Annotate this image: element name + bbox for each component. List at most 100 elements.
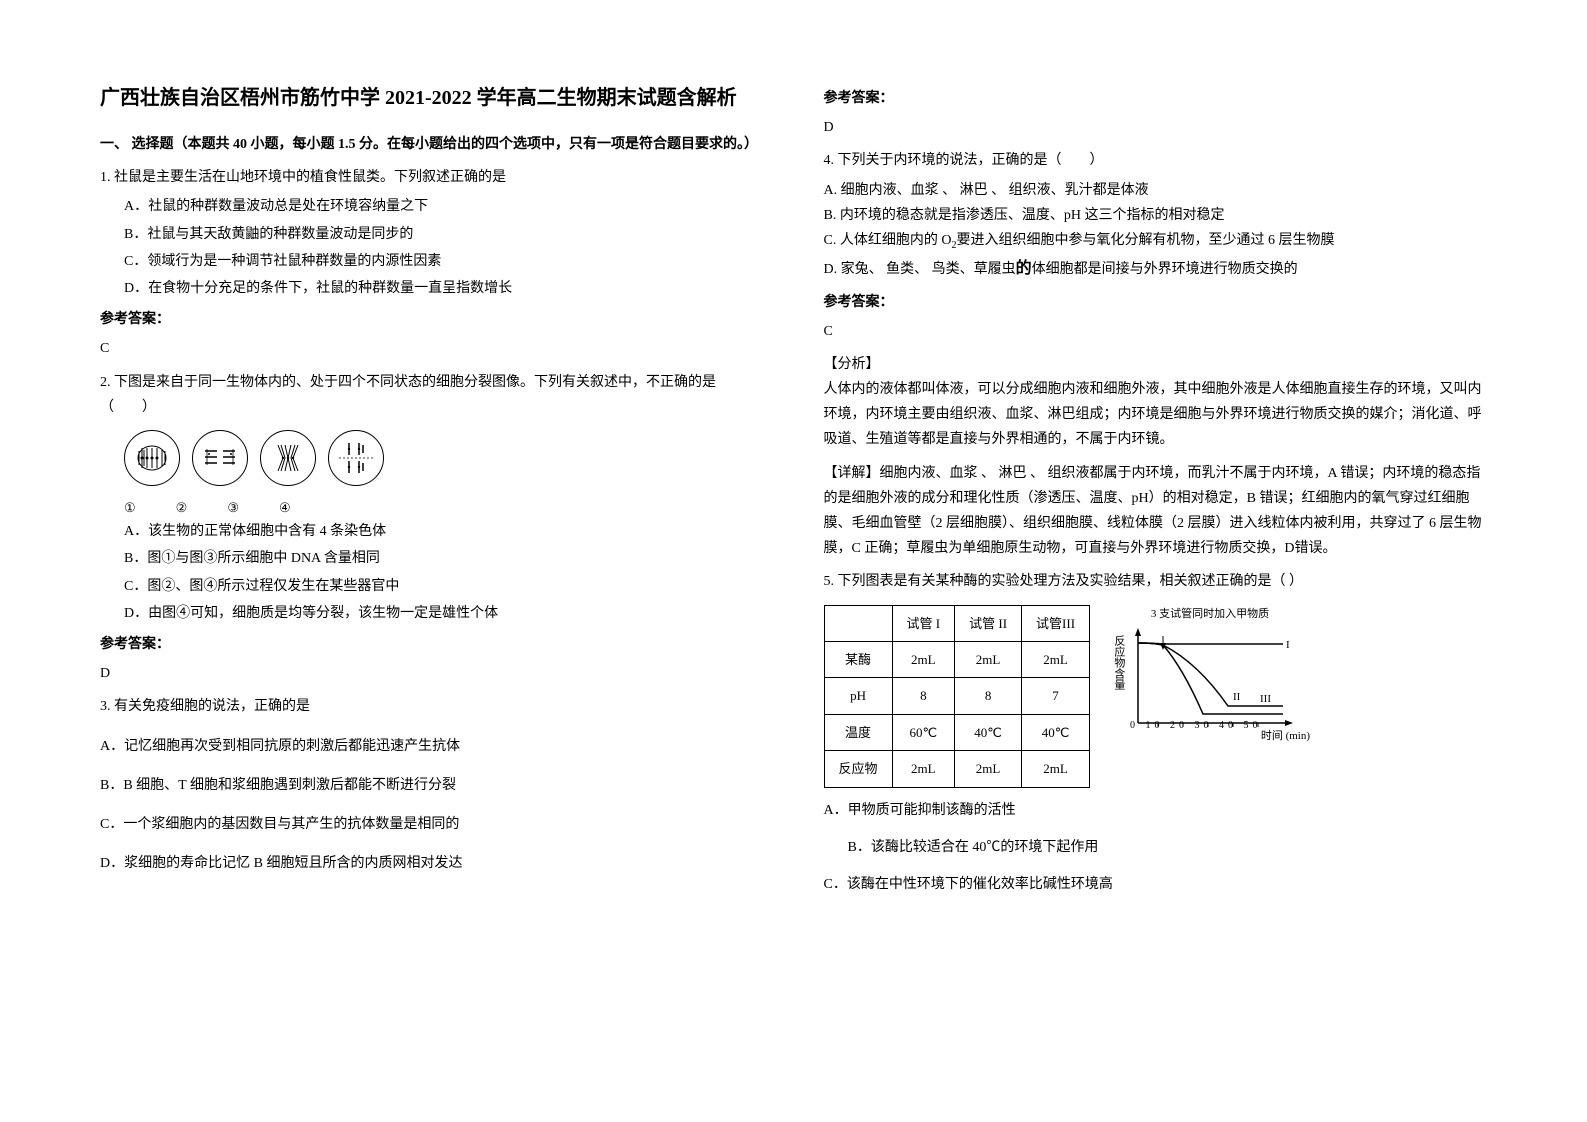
cell-label-2: ② <box>176 496 188 519</box>
table-row: 试管 I 试管 II 试管III <box>824 605 1090 641</box>
q2-option-a: A．该生物的正常体细胞中含有 4 条染色体 <box>124 519 764 544</box>
chart-title: 3 支试管同时加入甲物质 <box>1110 605 1310 625</box>
cell-labels-row: ① ② ③ ④ <box>124 496 764 519</box>
th-tube1: 试管 I <box>892 605 955 641</box>
r4c2: 2mL <box>955 751 1022 787</box>
cell-2-wrap <box>192 430 248 486</box>
q1-option-a: A．社鼠的种群数量波动总是处在环境容纳量之下 <box>124 194 764 219</box>
cell-2 <box>192 430 248 486</box>
r3c2: 40℃ <box>955 714 1022 750</box>
r4c1: 2mL <box>892 751 955 787</box>
q3-option-b: B．B 细胞、T 细胞和浆细胞遇到刺激后都能不断进行分裂 <box>100 773 764 798</box>
cell-label-3: ③ <box>227 496 239 519</box>
cell-division-diagram <box>124 430 764 486</box>
svg-text:III: III <box>1260 693 1271 705</box>
q4-c-post: 要进入组织细胞中参与氧化分解有机物，至少通过 6 层生物膜 <box>956 233 1334 248</box>
r2c3: 7 <box>1022 678 1090 714</box>
q1-option-d: D．在食物十分充足的条件下，社鼠的种群数量一直呈指数增长 <box>124 276 764 301</box>
q4-analysis-1: 人体内的液体都叫体液，可以分成细胞内液和细胞外液，其中细胞外液是人体细胞直接生存… <box>824 377 1488 453</box>
th-tube3: 试管III <box>1022 605 1090 641</box>
table-row: pH 8 8 7 <box>824 678 1090 714</box>
q4-analysis-label: 【分析】 <box>824 352 1488 377</box>
q5-option-b: B．该酶比较适合在 40℃的环境下起作用 <box>848 835 1488 860</box>
cell-1 <box>124 430 180 486</box>
cell-4 <box>328 430 384 486</box>
enzyme-chart: 3 支试管同时加入甲物质 反应物含量 <box>1110 605 1310 745</box>
table-row: 反应物 2mL 2mL 2mL <box>824 751 1090 787</box>
r2c0: pH <box>824 678 892 714</box>
r3c1: 60℃ <box>892 714 955 750</box>
chart-xticks: 0 10 20 30 40 50 <box>1130 717 1262 735</box>
q4-answer-label: 参考答案： <box>824 290 1488 315</box>
section-1-heading: 一、 选择题（本题共 40 小题，每小题 1.5 分。在每小题给出的四个选项中，… <box>100 132 764 157</box>
q3-text: 3. 有关免疫细胞的说法，正确的是 <box>100 694 764 719</box>
q5-option-a: A．甲物质可能抑制该酶的活性 <box>824 798 1488 823</box>
cell-3-wrap <box>260 430 316 486</box>
q4-option-a: A. 细胞内液、血浆 、 淋巴 、 组织液、乳汁都是体液 <box>824 178 1488 203</box>
q2-answer-label: 参考答案： <box>100 632 764 657</box>
cell-label-1: ① <box>124 496 136 519</box>
table-row: 温度 60℃ 40℃ 40℃ <box>824 714 1090 750</box>
q4-analysis-2: 【详解】细胞内液、血浆 、 淋巴 、 组织液都属于内环境，而乳汁不属于内环境，A… <box>824 461 1488 562</box>
question-2: 2. 下图是来自于同一生物体内的、处于四个不同状态的细胞分裂图像。下列有关叙述中… <box>100 370 764 627</box>
q1-text: 1. 社鼠是主要生活在山地环境中的植食性鼠类。下列叙述正确的是 <box>100 165 764 190</box>
left-column: 广西壮族自治区梧州市筋竹中学 2021-2022 学年高二生物期末试题含解析 一… <box>100 80 764 901</box>
cell-1-wrap <box>124 430 180 486</box>
q4-d-post: 体细胞都是间接与外界环境进行物质交换的 <box>1032 262 1298 277</box>
cell-3 <box>260 430 316 486</box>
document-title: 广西壮族自治区梧州市筋竹中学 2021-2022 学年高二生物期末试题含解析 <box>100 80 764 116</box>
q1-option-b: B．社鼠与其天敌黄鼬的种群数量波动是同步的 <box>124 222 764 247</box>
q4-text: 4. 下列关于内环境的说法，正确的是（ ） <box>824 148 1488 173</box>
r3c3: 40℃ <box>1022 714 1090 750</box>
cell-label-4: ④ <box>279 496 291 519</box>
chart-ylabel: 反应物含量 <box>1108 635 1128 690</box>
q2-answer: D <box>100 661 764 686</box>
q4-option-b: B. 内环境的稳态就是指渗透压、温度、pH 这三个指标的相对稳定 <box>824 203 1488 228</box>
r2c1: 8 <box>892 678 955 714</box>
th-tube2: 试管 II <box>955 605 1022 641</box>
q4-d-pre: D. 家兔、 鱼类、 鸟类、草履虫 <box>824 262 1016 277</box>
question-5: 5. 下列图表是有关某种酶的实验处理方法及实验结果，相关叙述正确的是（ ） 试管… <box>824 569 1488 897</box>
q4-option-c: C. 人体红细胞内的 O2要进入组织细胞中参与氧化分解有机物，至少通过 6 层生… <box>824 228 1488 255</box>
q4-answer: C <box>824 319 1488 344</box>
q3-answer: D <box>824 115 1488 140</box>
q3-option-c: C．一个浆细胞内的基因数目与其产生的抗体数量是相同的 <box>100 812 764 837</box>
r2c2: 8 <box>955 678 1022 714</box>
question-1: 1. 社鼠是主要生活在山地环境中的植食性鼠类。下列叙述正确的是 A．社鼠的种群数… <box>100 165 764 301</box>
q4-d-bold: 的 <box>1016 260 1032 277</box>
svg-text:II: II <box>1233 691 1241 703</box>
r3c0: 温度 <box>824 714 892 750</box>
q4-analysis-2-text: 细胞内液、血浆 、 淋巴 、 组织液都属于内环境，而乳汁不属于内环境，A 错误；… <box>824 466 1482 557</box>
q1-answer-label: 参考答案： <box>100 307 764 332</box>
q4-detail-label: 【详解】 <box>824 466 880 481</box>
q2-option-c: C．图②、图④所示过程仅发生在某些器官中 <box>124 574 764 599</box>
r1c1: 2mL <box>892 641 955 677</box>
chart-xlabel: 时间 (min) <box>1261 727 1310 747</box>
q1-option-c: C．领域行为是一种调节社鼠种群数量的内源性因素 <box>124 249 764 274</box>
question-3: 3. 有关免疫细胞的说法，正确的是 A．记忆细胞再次受到相同抗原的刺激后都能迅速… <box>100 694 764 876</box>
r1c0: 某酶 <box>824 641 892 677</box>
enzyme-table-chart: 试管 I 试管 II 试管III 某酶 2mL 2mL 2mL pH 8 8 <box>824 605 1488 788</box>
th-blank <box>824 605 892 641</box>
r1c3: 2mL <box>1022 641 1090 677</box>
q2-option-d: D．由图④可知，细胞质是均等分裂，该生物一定是雄性个体 <box>124 601 764 626</box>
q2-option-b: B．图①与图③所示细胞中 DNA 含量相同 <box>124 546 764 571</box>
svg-text:I: I <box>1286 639 1290 651</box>
q4-c-pre: C. 人体红细胞内的 O <box>824 233 952 248</box>
q3-option-a: A．记忆细胞再次受到相同抗原的刺激后都能迅速产生抗体 <box>100 734 764 759</box>
enzyme-table: 试管 I 试管 II 试管III 某酶 2mL 2mL 2mL pH 8 8 <box>824 605 1091 788</box>
q1-answer: C <box>100 336 764 361</box>
q3-option-d: D．浆细胞的寿命比记忆 B 细胞短且所含的内质网相对发达 <box>100 851 764 876</box>
q2-text: 2. 下图是来自于同一生物体内的、处于四个不同状态的细胞分裂图像。下列有关叙述中… <box>100 370 764 420</box>
r4c3: 2mL <box>1022 751 1090 787</box>
q4-option-d: D. 家兔、 鱼类、 鸟类、草履虫的体细胞都是间接与外界环境进行物质交换的 <box>824 255 1488 284</box>
table-row: 某酶 2mL 2mL 2mL <box>824 641 1090 677</box>
q3-answer-label: 参考答案： <box>824 86 1488 111</box>
cell-4-wrap <box>328 430 384 486</box>
question-4: 4. 下列关于内环境的说法，正确的是（ ） A. 细胞内液、血浆 、 淋巴 、 … <box>824 148 1488 283</box>
right-column: 参考答案： D 4. 下列关于内环境的说法，正确的是（ ） A. 细胞内液、血浆… <box>824 80 1488 901</box>
q5-option-c: C．该酶在中性环境下的催化效率比碱性环境高 <box>824 872 1488 897</box>
q5-text: 5. 下列图表是有关某种酶的实验处理方法及实验结果，相关叙述正确的是（ ） <box>824 569 1488 594</box>
r1c2: 2mL <box>955 641 1022 677</box>
r4c0: 反应物 <box>824 751 892 787</box>
